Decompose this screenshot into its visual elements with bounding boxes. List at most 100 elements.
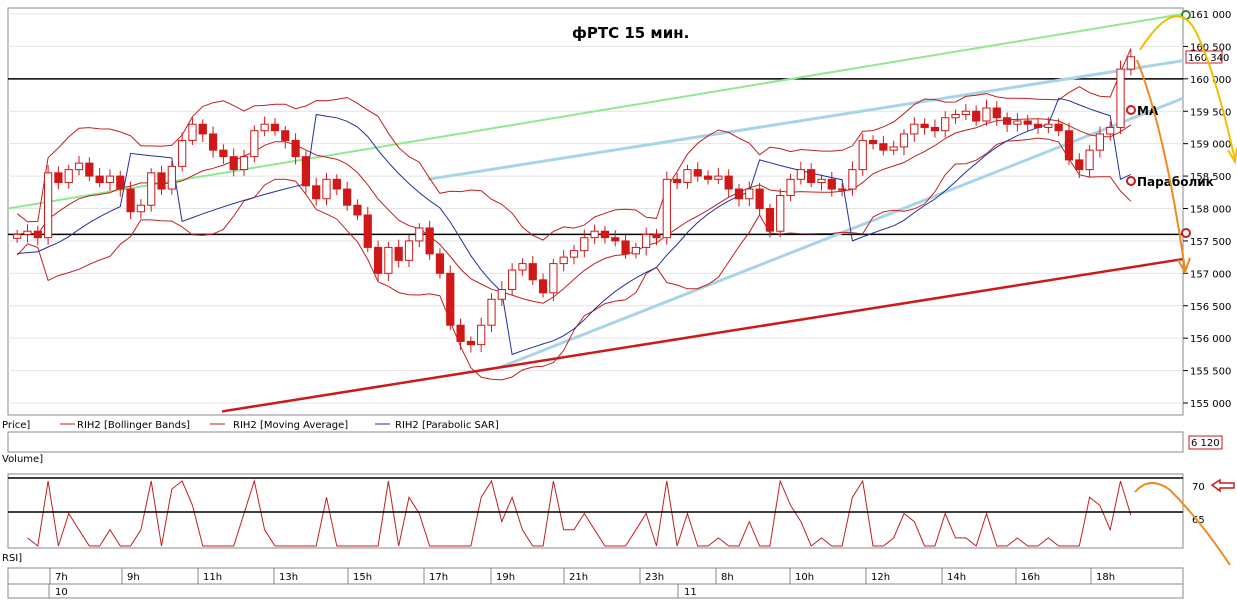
candle-body [1075,159,1084,171]
time-label: 21h [569,572,588,583]
candle-body [54,172,63,184]
candle-body [817,178,826,184]
candle-body [229,156,238,171]
candle [208,126,218,158]
time-label: 9h [127,572,140,583]
candle-body [569,250,579,258]
candle-body [157,172,166,190]
candle-body [415,227,424,242]
price-tick-label: 157 000 [1190,269,1231,280]
candle [74,155,84,176]
candle [415,223,424,248]
legend-price: Price] [2,420,30,431]
candle [363,206,372,253]
candle [1116,60,1125,135]
candle-body [930,126,940,132]
parabolic-sar [17,97,1132,356]
candle [621,234,630,259]
candle-body [23,230,32,235]
candle-body [982,107,991,122]
candle-body [559,256,568,265]
candle-body [1116,68,1125,128]
candle-body [1126,56,1135,70]
candle-body [693,169,702,177]
price-axis: 155 000 155 500 156 000 156 500 157 000 157 5… [1183,10,1231,410]
candle [1085,145,1094,178]
candle [332,174,341,196]
candle [250,125,259,163]
candle-body [580,237,589,252]
candle [64,164,73,189]
time-label: 7h [55,572,68,583]
candle-body [487,298,496,326]
candle [941,111,950,138]
candle [930,119,940,138]
candle [611,230,620,247]
candle [858,133,867,176]
candle-body [518,263,527,271]
candle-body [425,227,434,255]
time-label: 15h [353,572,372,583]
candle-body [755,188,764,210]
candle [188,117,197,146]
green-trend-line [7,13,1184,210]
candle [549,258,558,301]
candle [714,167,723,185]
candle [239,149,249,176]
candle-body [972,110,981,122]
candle [683,164,692,189]
candle-body [167,165,176,190]
candle [734,183,744,207]
candle [848,161,857,196]
candle-body [281,130,290,141]
candle-body [147,172,156,206]
candle-body [992,107,1001,119]
bollinger-upper [16,48,1132,241]
candle-body [435,253,445,274]
candle [446,265,455,331]
rsi-path [27,479,1132,547]
candle-body [508,269,517,291]
moving-average [17,118,1132,304]
candle [456,318,465,350]
candle-body [116,175,125,190]
candle-body [538,279,548,294]
candle [384,242,393,281]
candle [879,136,888,156]
blue-channel-upper [427,59,1184,181]
candle-body [198,123,207,135]
candle-body [1064,130,1074,161]
rsi-arrow-icon [1210,478,1235,493]
candle-body [673,178,682,184]
candle [167,160,176,195]
candle [1106,121,1115,141]
candle-body [786,178,795,197]
candle-body [85,162,94,177]
candle-body [332,178,341,190]
candle-body [497,289,506,300]
candle-body [827,178,836,190]
candle-body [456,324,465,342]
candle-body [1106,126,1115,135]
candle-body [404,240,414,261]
candle [724,169,733,198]
candle [466,336,475,353]
candle [219,144,228,164]
candle-body [920,123,929,128]
parabolic-marker-icon [1126,176,1136,186]
candle [147,168,156,212]
last-price-label: 160 340 [1188,53,1229,64]
candle [373,240,383,282]
candle [631,242,640,259]
candle [116,170,125,197]
time-label: 16h [1021,572,1040,583]
candle [662,171,671,245]
rsi-line [27,479,1132,547]
candle [703,170,713,185]
candle [992,101,1001,126]
candle [817,174,826,191]
candle-body [899,133,909,148]
candle [580,229,589,258]
candle-body [1095,133,1105,151]
candle-body [745,188,754,200]
